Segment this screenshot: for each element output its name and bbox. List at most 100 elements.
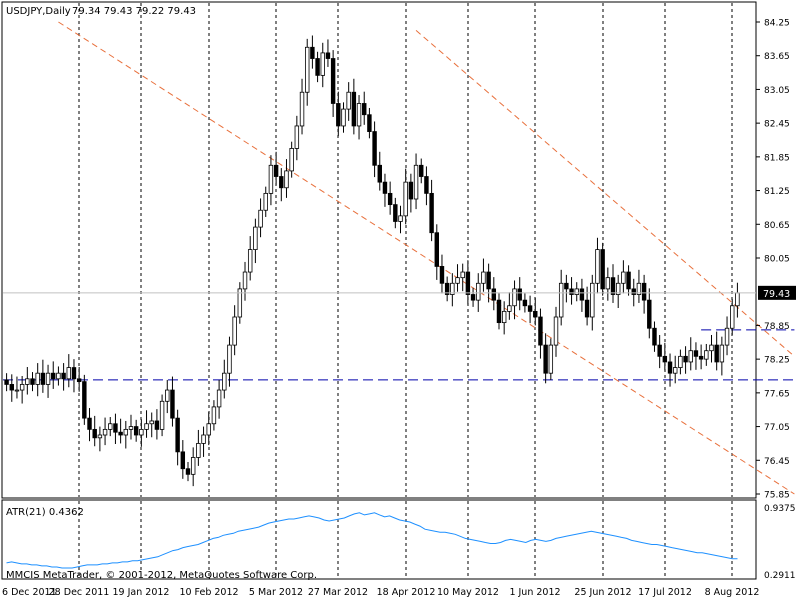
candle-body bbox=[190, 457, 196, 475]
candle-body bbox=[211, 406, 217, 425]
copyright-text: MMCIS MetaTrader, © 2001-2012, MetaQuote… bbox=[6, 570, 317, 581]
candle-body bbox=[232, 316, 237, 346]
y-tick-label: 75.85 bbox=[764, 491, 790, 501]
y-tick-label: 83.05 bbox=[764, 86, 790, 96]
candle-body bbox=[330, 58, 336, 104]
y-tick-label: 76.45 bbox=[764, 457, 790, 467]
candle-body bbox=[538, 316, 543, 346]
candle-body bbox=[76, 378, 82, 383]
candle-body bbox=[662, 355, 668, 363]
candle-body bbox=[615, 282, 621, 295]
candle-body bbox=[595, 249, 600, 284]
candle-body bbox=[470, 294, 476, 301]
atr-indicator bbox=[6, 512, 738, 569]
y-tick-label: 80.05 bbox=[764, 255, 790, 265]
x-tick-label: 1 Jun 2012 bbox=[509, 587, 560, 598]
atr-ytick-bottom: 0.2911 bbox=[764, 571, 796, 581]
candle-body bbox=[558, 282, 564, 318]
x-tick-label: 27 Mar 2012 bbox=[308, 587, 368, 598]
candle-body bbox=[165, 389, 170, 402]
candle-body bbox=[289, 148, 294, 172]
candle-body bbox=[9, 384, 14, 391]
candle-body bbox=[709, 344, 714, 352]
candle-body bbox=[387, 192, 393, 206]
candle-body bbox=[351, 91, 357, 127]
y-tick-label: 78.25 bbox=[764, 356, 790, 366]
x-tick-label: 18 Apr 2012 bbox=[377, 587, 436, 598]
candle-body bbox=[227, 344, 232, 374]
candle-body bbox=[35, 372, 40, 385]
candle-body bbox=[631, 288, 636, 295]
y-tick-label: 84.25 bbox=[764, 19, 790, 29]
candle-body bbox=[346, 91, 351, 110]
candle-body bbox=[413, 164, 419, 200]
atr-pane-frame bbox=[1, 499, 757, 580]
x-tick-label: 10 Feb 2012 bbox=[179, 587, 238, 598]
candle-body bbox=[108, 423, 113, 430]
candle-body bbox=[185, 468, 191, 475]
candle-body bbox=[19, 384, 25, 391]
candle-body bbox=[486, 271, 491, 290]
candle-body bbox=[408, 181, 414, 200]
trendline-layer bbox=[3, 21, 795, 495]
candle-body bbox=[237, 288, 243, 318]
candle-body bbox=[325, 52, 331, 59]
candle-body bbox=[564, 282, 569, 290]
candle-body bbox=[465, 271, 471, 295]
candle-body bbox=[693, 350, 699, 357]
candle-body bbox=[356, 103, 362, 127]
x-tick-label: 8 Aug 2012 bbox=[705, 587, 760, 598]
candle-body bbox=[113, 423, 118, 433]
candle-body bbox=[273, 164, 279, 177]
candle-body bbox=[279, 176, 284, 189]
candle-body bbox=[501, 310, 507, 324]
candle-body bbox=[491, 288, 497, 301]
candle-body bbox=[377, 164, 382, 183]
candle-body bbox=[678, 355, 683, 368]
candle-body bbox=[40, 372, 46, 385]
candle-body bbox=[724, 327, 730, 346]
candle-body bbox=[284, 170, 289, 189]
candle-body bbox=[512, 288, 517, 307]
candle-body bbox=[139, 428, 144, 436]
candle-body bbox=[30, 378, 35, 385]
candle-body bbox=[159, 400, 165, 430]
candle-body bbox=[714, 344, 719, 363]
candle-body bbox=[683, 355, 688, 363]
candle-body bbox=[133, 426, 139, 436]
channel-trendline bbox=[415, 30, 795, 357]
main-pane-frame bbox=[1, 1, 757, 499]
candle-body bbox=[398, 215, 403, 222]
candle-body bbox=[170, 389, 175, 419]
candle-body bbox=[667, 361, 673, 374]
candle-body bbox=[543, 344, 548, 374]
x-tick-label: 5 Mar 2012 bbox=[249, 587, 303, 598]
candle-body bbox=[320, 52, 325, 76]
candle-body bbox=[735, 292, 740, 307]
candle-body bbox=[527, 305, 533, 312]
candle-body bbox=[71, 367, 77, 380]
candle-body bbox=[590, 282, 595, 318]
candle-body bbox=[362, 103, 367, 116]
ohlc-readout: 79.34 79.43 79.22 79.43 bbox=[72, 6, 196, 17]
candle-body bbox=[92, 428, 97, 439]
x-tick-label: 6 Dec 2011 bbox=[2, 587, 57, 598]
candle-body bbox=[222, 372, 227, 391]
candle-body bbox=[97, 434, 103, 439]
candles bbox=[4, 35, 740, 487]
candle-body bbox=[61, 372, 66, 380]
candle-body bbox=[481, 271, 486, 284]
candle-body bbox=[82, 381, 87, 419]
candle-body bbox=[652, 327, 657, 346]
atr-label: ATR(21) 0.4362 bbox=[6, 507, 84, 518]
candle-body bbox=[149, 420, 154, 425]
candle-body bbox=[522, 299, 528, 307]
candle-body bbox=[206, 423, 211, 436]
candle-body bbox=[45, 372, 51, 385]
candle-body bbox=[304, 46, 310, 93]
candle-body bbox=[698, 355, 704, 360]
y-tick-label: 77.65 bbox=[764, 389, 790, 399]
y-tick-label: 80.65 bbox=[764, 221, 790, 231]
candle-body bbox=[579, 288, 585, 301]
